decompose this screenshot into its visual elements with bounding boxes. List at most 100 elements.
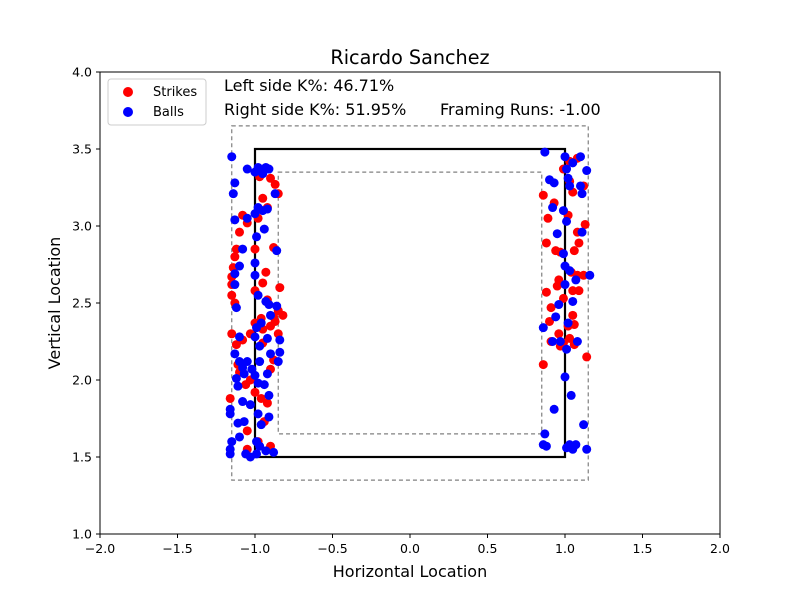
balls-point bbox=[540, 147, 550, 157]
balls-point bbox=[576, 152, 585, 162]
framing-runs-annotation: Framing Runs: -1.00 bbox=[440, 100, 601, 119]
balls-point bbox=[582, 444, 592, 454]
balls-point bbox=[230, 269, 240, 279]
balls-point bbox=[238, 244, 248, 254]
right-k-annotation: Right side K%: 51.95% bbox=[224, 100, 406, 119]
strikes-point bbox=[569, 246, 579, 256]
x-tick-label: −1.5 bbox=[162, 541, 192, 556]
strikes-point bbox=[565, 333, 575, 343]
strikes-point bbox=[541, 238, 551, 248]
strikes-point bbox=[541, 287, 551, 297]
balls-point bbox=[273, 357, 283, 367]
balls-point bbox=[264, 164, 274, 174]
x-tick-label: 1.5 bbox=[633, 541, 653, 556]
y-tick-label: 2.0 bbox=[72, 373, 92, 388]
balls-point bbox=[235, 332, 244, 342]
balls-point bbox=[235, 261, 244, 271]
strikes-point bbox=[538, 190, 548, 200]
balls-point bbox=[264, 390, 274, 400]
balls-point bbox=[231, 373, 241, 383]
y-tick-label: 3.5 bbox=[72, 142, 92, 157]
balls-point bbox=[235, 432, 244, 442]
strikes-point bbox=[574, 238, 584, 248]
balls-point bbox=[255, 441, 265, 451]
balls-point bbox=[233, 381, 243, 391]
legend-balls-label: Balls bbox=[153, 105, 184, 120]
strikes-point bbox=[230, 252, 240, 262]
balls-point bbox=[551, 312, 561, 322]
balls-point bbox=[560, 280, 570, 290]
balls-point bbox=[548, 203, 558, 213]
balls-point bbox=[255, 341, 265, 351]
balls-point bbox=[250, 270, 260, 280]
balls-point bbox=[250, 167, 260, 177]
balls-point bbox=[270, 189, 280, 199]
balls-point bbox=[577, 227, 587, 237]
balls-point bbox=[560, 372, 570, 382]
balls-point bbox=[255, 357, 265, 367]
balls-point bbox=[252, 232, 262, 242]
inner-zone bbox=[277, 171, 543, 435]
balls-point bbox=[256, 420, 266, 430]
strikes-point bbox=[241, 380, 251, 390]
balls-point bbox=[250, 258, 260, 268]
balls-point bbox=[272, 246, 282, 256]
balls-point bbox=[585, 270, 595, 280]
balls-point bbox=[230, 215, 240, 225]
points-group bbox=[225, 147, 595, 462]
balls-point bbox=[259, 224, 269, 234]
balls-point bbox=[566, 390, 576, 400]
strikes-point bbox=[266, 173, 275, 183]
balls-point bbox=[259, 380, 269, 390]
balls-point bbox=[252, 449, 262, 459]
balls-point bbox=[262, 333, 272, 343]
balls-point bbox=[562, 216, 572, 226]
balls-point bbox=[538, 323, 548, 333]
balls-point bbox=[269, 447, 279, 457]
zone-group bbox=[231, 125, 589, 481]
balls-point bbox=[549, 404, 559, 414]
balls-point bbox=[262, 204, 272, 214]
balls-point bbox=[563, 318, 573, 328]
left-k-annotation: Left side K%: 46.71% bbox=[224, 76, 394, 95]
balls-point bbox=[250, 332, 260, 342]
strikes-point bbox=[551, 246, 561, 256]
x-tick-label: −0.5 bbox=[317, 541, 347, 556]
balls-point bbox=[230, 349, 240, 359]
balls-point bbox=[577, 189, 587, 199]
balls-point bbox=[225, 409, 235, 419]
strikes-point bbox=[545, 316, 554, 326]
strikes-point bbox=[580, 219, 590, 229]
strikes-point bbox=[266, 321, 275, 331]
balls-point bbox=[230, 178, 240, 188]
y-tick-label: 4.0 bbox=[72, 65, 92, 80]
balls-point bbox=[266, 349, 275, 359]
balls-point bbox=[261, 446, 271, 456]
x-ticks: −2.0 −1.5 −1.0 −0.5 0.0 0.5 1.0 1.5 2.0 bbox=[85, 534, 730, 556]
balls-point bbox=[576, 181, 585, 191]
strikes-point bbox=[262, 398, 272, 408]
balls-point bbox=[239, 417, 249, 427]
chart-title: Ricardo Sanchez bbox=[330, 46, 489, 69]
balls-point bbox=[252, 323, 262, 333]
y-axis-label: Vertical Location bbox=[45, 237, 64, 370]
balls-point bbox=[541, 441, 551, 451]
strikes-point bbox=[227, 290, 237, 300]
balls-point bbox=[239, 369, 249, 379]
strikes-point bbox=[270, 179, 280, 189]
balls-point bbox=[272, 301, 282, 311]
balls-point bbox=[549, 178, 559, 188]
balls-point bbox=[266, 310, 275, 320]
strikes-point bbox=[554, 329, 564, 339]
balls-point bbox=[225, 449, 235, 459]
balls-point bbox=[558, 249, 568, 259]
balls-point bbox=[582, 166, 592, 176]
strikes-point bbox=[568, 286, 578, 296]
balls-point bbox=[242, 213, 252, 223]
balls-point bbox=[262, 369, 272, 379]
balls-point bbox=[563, 173, 573, 183]
balls-point bbox=[253, 290, 263, 300]
strikes-point bbox=[552, 281, 562, 291]
strikes-point bbox=[242, 426, 252, 436]
